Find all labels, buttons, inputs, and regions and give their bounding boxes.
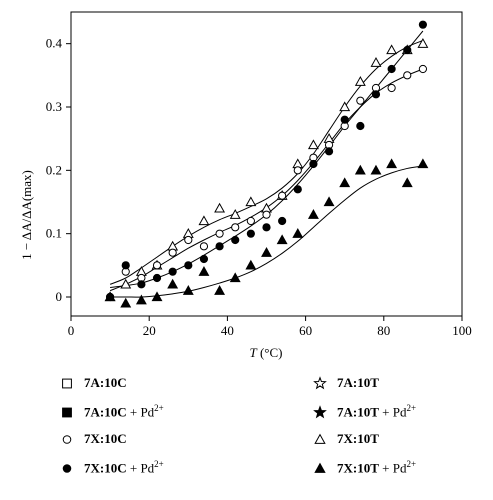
data-point	[262, 223, 271, 232]
data-points	[104, 20, 429, 308]
series-7x-10c	[106, 64, 427, 302]
data-point	[246, 229, 255, 238]
data-point	[168, 267, 177, 276]
data-point	[229, 209, 241, 219]
data-point	[245, 259, 257, 270]
y-axis-label: 1 − ΔA/ΔA(max)	[19, 170, 34, 260]
x-tick-label: 0	[68, 323, 75, 338]
x-tick-label: 20	[143, 323, 156, 338]
data-point	[354, 164, 366, 175]
data-point	[229, 272, 241, 283]
y-tick-label: 0	[56, 289, 63, 304]
x-tick-label: 100	[452, 323, 472, 338]
data-point	[370, 164, 382, 175]
data-point	[386, 44, 398, 55]
data-point	[354, 76, 366, 86]
data-point	[215, 242, 224, 251]
plot-frame	[70, 11, 463, 317]
data-point	[168, 248, 177, 257]
axis-ticks: 0 20 40 60 80 100 0 0.1 0.2 0.3 0.4	[46, 36, 472, 338]
data-point	[104, 291, 116, 302]
data-point	[199, 242, 209, 251]
y-tick-label: 0.1	[46, 226, 62, 241]
x-tick-label: 60	[299, 323, 312, 338]
data-point	[292, 228, 304, 238]
fit-line-7x-10t-pd2	[110, 165, 423, 298]
data-point	[417, 38, 429, 48]
y-tick-label: 0.4	[46, 36, 63, 51]
data-point	[137, 280, 146, 289]
data-point	[184, 261, 193, 270]
data-point	[261, 247, 272, 257]
data-point	[403, 45, 412, 55]
data-point	[418, 20, 427, 29]
data-point	[307, 209, 319, 219]
data-point	[323, 196, 335, 207]
data-point	[214, 202, 226, 213]
data-point	[182, 285, 194, 295]
fit-line-7x-10t	[109, 40, 424, 285]
data-point	[339, 177, 351, 188]
data-point	[278, 216, 287, 226]
data-point	[387, 83, 396, 93]
data-point	[309, 159, 318, 169]
plot-border	[70, 11, 463, 317]
y-tick-label: 0.3	[46, 99, 62, 114]
data-point	[293, 166, 302, 175]
data-point	[293, 185, 302, 194]
data-point	[214, 285, 226, 295]
data-point	[231, 235, 240, 245]
data-point	[151, 291, 163, 302]
series-7x-10t	[104, 38, 429, 302]
data-point	[121, 261, 130, 270]
data-point	[386, 158, 398, 169]
data-point	[387, 64, 396, 74]
data-point	[152, 273, 162, 283]
data-point	[324, 147, 334, 156]
series-7x-10t-pd2	[104, 158, 429, 308]
data-point	[262, 210, 271, 219]
data-point	[135, 294, 147, 305]
data-point	[245, 196, 257, 207]
data-point	[184, 235, 193, 245]
data-point	[231, 223, 240, 232]
x-tick-label: 40	[221, 323, 234, 338]
data-point	[356, 121, 365, 131]
data-point	[340, 115, 349, 124]
y-tick-label: 0.2	[46, 162, 62, 177]
data-point	[401, 177, 413, 188]
data-point	[356, 96, 365, 105]
data-point	[198, 266, 210, 276]
data-point	[276, 234, 288, 245]
data-point	[120, 297, 132, 308]
x-tick-label: 80	[377, 323, 390, 338]
data-point	[199, 254, 209, 264]
data-point	[152, 261, 162, 270]
data-point	[278, 191, 287, 200]
data-point	[215, 229, 224, 238]
data-point	[246, 216, 255, 226]
data-point	[403, 71, 412, 80]
data-point	[307, 139, 319, 150]
data-point	[417, 158, 429, 169]
data-point	[120, 278, 132, 289]
x-axis-label: T (°C)	[249, 345, 282, 360]
data-point	[371, 90, 381, 99]
fit-lines	[109, 30, 424, 298]
series-7x-10c-pd2	[106, 20, 427, 302]
data-point	[418, 64, 427, 74]
data-point	[370, 57, 382, 67]
data-point	[339, 101, 351, 112]
data-point	[167, 278, 179, 289]
data-point	[198, 215, 210, 226]
